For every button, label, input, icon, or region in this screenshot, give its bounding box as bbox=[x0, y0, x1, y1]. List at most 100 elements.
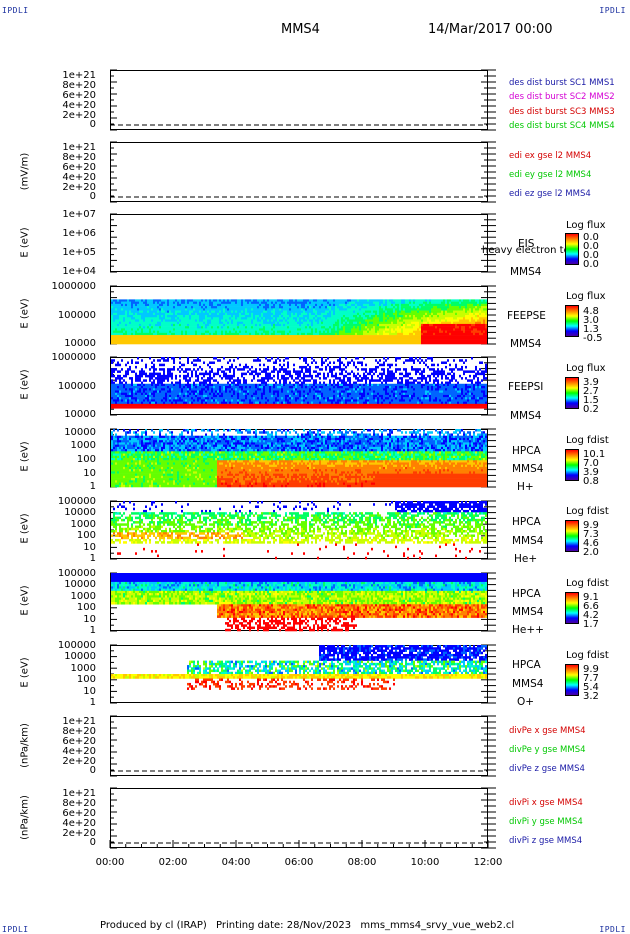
spectrogram-cell bbox=[239, 301, 241, 305]
spectrogram-cell bbox=[145, 328, 147, 331]
spectrogram-cell bbox=[187, 335, 189, 338]
spectrogram-cell bbox=[135, 339, 137, 343]
spectrogram-cell bbox=[431, 299, 433, 302]
spectrogram-cell bbox=[131, 332, 133, 336]
spectrogram-cell bbox=[179, 386, 181, 389]
spectrogram-cell bbox=[113, 359, 115, 362]
spectrogram-cell bbox=[111, 406, 113, 409]
spectrogram-cell bbox=[161, 317, 163, 320]
spectrogram-cell bbox=[395, 310, 397, 314]
spectrogram-cell bbox=[235, 315, 237, 318]
spectrogram-cell bbox=[115, 403, 117, 407]
spectrogram-cell bbox=[261, 326, 263, 329]
spectrogram-cell bbox=[295, 319, 297, 322]
spectrogram-cell bbox=[155, 397, 157, 400]
spectrogram-cell bbox=[125, 326, 127, 329]
spectrogram-cell bbox=[433, 310, 435, 314]
spectrogram-cell bbox=[219, 330, 221, 334]
spectrogram-cell bbox=[121, 399, 123, 402]
spectrogram-cell bbox=[195, 321, 197, 325]
spectrogram-cell bbox=[385, 330, 387, 334]
spectrogram-cell bbox=[485, 319, 487, 322]
spectrogram-cell bbox=[367, 321, 369, 325]
spectrogram-cell bbox=[431, 323, 433, 327]
spectrogram-cell bbox=[211, 332, 213, 336]
spectrogram-cell bbox=[115, 319, 117, 322]
spectrogram-cell bbox=[485, 335, 487, 338]
spectrogram-cell bbox=[211, 337, 213, 340]
spectrogram-cell bbox=[415, 319, 417, 322]
spectrogram-cell bbox=[151, 386, 153, 389]
spectrogram-cell bbox=[189, 323, 191, 327]
spectrogram-cell bbox=[251, 326, 253, 329]
spectrogram-cell bbox=[151, 377, 153, 380]
spectrogram-cell bbox=[351, 308, 353, 311]
spectrogram-cell bbox=[267, 310, 269, 314]
spectrogram-cell bbox=[439, 319, 441, 322]
spectrogram-cell bbox=[173, 392, 175, 396]
spectrogram-cell bbox=[169, 308, 171, 311]
spectrogram-cell bbox=[169, 299, 171, 302]
spectrogram-cell bbox=[451, 308, 453, 311]
spectrogram-cell bbox=[295, 330, 297, 334]
spectrogram-cell bbox=[445, 319, 447, 322]
spectrogram-cell bbox=[409, 330, 411, 334]
spectrogram-cell bbox=[117, 363, 119, 367]
spectrogram-cell bbox=[113, 303, 115, 307]
spectrogram-cell bbox=[227, 332, 229, 336]
spectrogram-cell bbox=[117, 397, 119, 400]
spectrogram-cell bbox=[267, 317, 269, 320]
spectrogram-cell bbox=[403, 330, 405, 334]
spectrogram-cell bbox=[119, 377, 121, 380]
spectrogram-cell bbox=[155, 312, 157, 316]
spectrogram-cell bbox=[117, 377, 119, 380]
spectrogram-cell bbox=[281, 328, 283, 331]
spectrogram-cell bbox=[319, 301, 321, 305]
spectrogram-cell bbox=[405, 299, 407, 302]
spectrogram-cell bbox=[217, 308, 219, 311]
spectrogram-cell bbox=[479, 332, 481, 336]
spectrogram-cell bbox=[399, 335, 401, 338]
spectrogram-cell bbox=[221, 312, 223, 316]
spectrogram-cell bbox=[121, 401, 123, 405]
spectrogram-cell bbox=[415, 330, 417, 334]
spectrogram-cell bbox=[131, 321, 133, 325]
spectrogram-cell bbox=[471, 335, 473, 338]
instrument-feepse: FEEPSE bbox=[507, 310, 546, 322]
spectrogram-cell bbox=[403, 299, 405, 302]
spectrogram-cell bbox=[157, 399, 159, 402]
spectrogram-cell bbox=[113, 323, 115, 327]
spectrogram-cell bbox=[483, 303, 485, 307]
spectrogram-cell bbox=[369, 341, 371, 345]
spectrogram-cell bbox=[341, 326, 343, 329]
spectrogram-cell bbox=[269, 330, 271, 334]
spectrogram-cell bbox=[299, 326, 301, 329]
spectrogram-cell bbox=[197, 321, 199, 325]
spectrogram-cell bbox=[419, 332, 421, 336]
spectrogram-cell bbox=[201, 337, 203, 340]
spectrogram-cell bbox=[379, 319, 381, 322]
spectrogram-cell bbox=[423, 308, 425, 311]
spectrogram-cell bbox=[163, 317, 165, 320]
spectrogram-cell bbox=[299, 323, 301, 327]
spectrogram-cell bbox=[441, 326, 443, 329]
spectrogram-cell bbox=[411, 310, 413, 314]
spectrogram-cell bbox=[123, 394, 125, 398]
legend-divpe-z: divPe z gse MMS4 bbox=[509, 764, 585, 774]
spectrogram-cell bbox=[279, 323, 281, 327]
spectrogram-cell bbox=[209, 341, 211, 345]
spectrogram-cell bbox=[195, 339, 197, 343]
spectrogram-cell bbox=[185, 323, 187, 327]
spectrogram-cell bbox=[415, 317, 417, 320]
spectrogram-cell bbox=[161, 303, 163, 307]
spectrogram-cell bbox=[267, 312, 269, 316]
spectrogram-cell bbox=[461, 303, 463, 307]
spectrogram-cell bbox=[279, 303, 281, 307]
spectrogram-cell bbox=[215, 326, 217, 329]
spectrogram-cell bbox=[187, 392, 189, 396]
spectrogram-cell bbox=[181, 363, 183, 367]
spectrogram-cell bbox=[333, 308, 335, 311]
spectrogram-cell bbox=[383, 301, 385, 305]
spectrogram-cell bbox=[313, 337, 315, 340]
spectrogram-cell bbox=[161, 363, 163, 367]
